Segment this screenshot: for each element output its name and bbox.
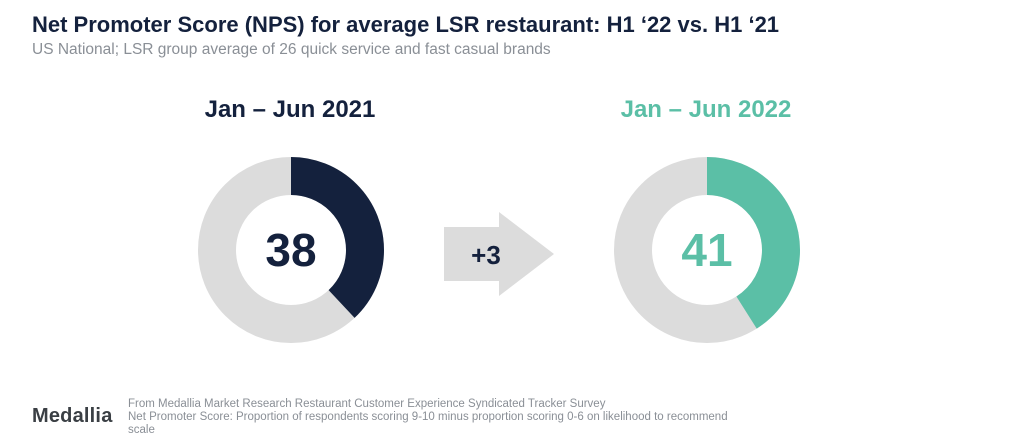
period-label-2022: Jan – Jun 2022	[620, 96, 792, 123]
source-note: From Medallia Market Research Restaurant…	[128, 398, 606, 410]
change-arrow: +3	[444, 212, 554, 296]
definition-note: Net Promoter Score: Proportion of respon…	[128, 411, 728, 436]
chart-title: Net Promoter Score (NPS) for average LSR…	[32, 12, 780, 37]
donut-arc-2021	[198, 157, 384, 343]
period-label-2021: Jan – Jun 2021	[204, 96, 376, 123]
donut-arc-2022	[614, 157, 800, 343]
chart-subtitle: US National; LSR group average of 26 qui…	[32, 41, 551, 58]
donut-chart-2021: 38	[198, 157, 384, 343]
footnote: From Medallia Market Research Restaurant…	[128, 398, 748, 437]
score-2021: 38	[265, 224, 316, 276]
brand-logo: Medallia	[32, 405, 113, 427]
donut-chart-2022: 41	[614, 157, 800, 343]
score-2022: 41	[681, 224, 732, 276]
change-label: +3	[471, 240, 501, 270]
arrow-shape	[444, 212, 554, 296]
